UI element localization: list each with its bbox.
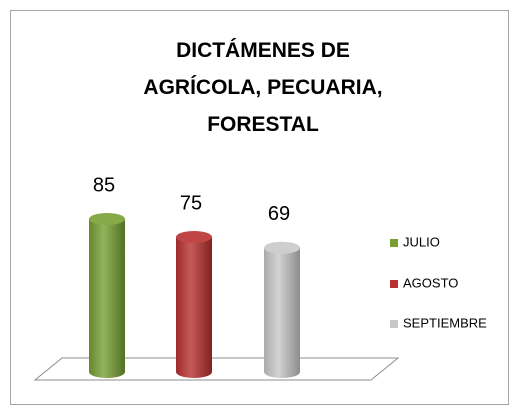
bar-top — [176, 231, 212, 243]
data-label: 75 — [180, 192, 202, 214]
floor — [33, 357, 400, 381]
data-label: 69 — [268, 203, 290, 225]
bar-top — [264, 241, 300, 254]
legend-label: AGOSTO — [403, 275, 458, 290]
legend-label: JULIO — [403, 234, 440, 249]
legend-label: SEPTIEMBRE — [403, 315, 487, 330]
legend-swatch — [390, 280, 398, 288]
bar — [89, 219, 125, 378]
legend-swatch — [390, 320, 398, 328]
bar-top — [89, 213, 125, 225]
bar — [176, 237, 212, 378]
chart-title: DICTÁMENES DE AGRÍCOLA, PECUARIA, FOREST… — [143, 39, 383, 136]
data-label: 85 — [93, 174, 115, 196]
bar — [264, 247, 300, 378]
legend-swatch — [390, 239, 398, 247]
